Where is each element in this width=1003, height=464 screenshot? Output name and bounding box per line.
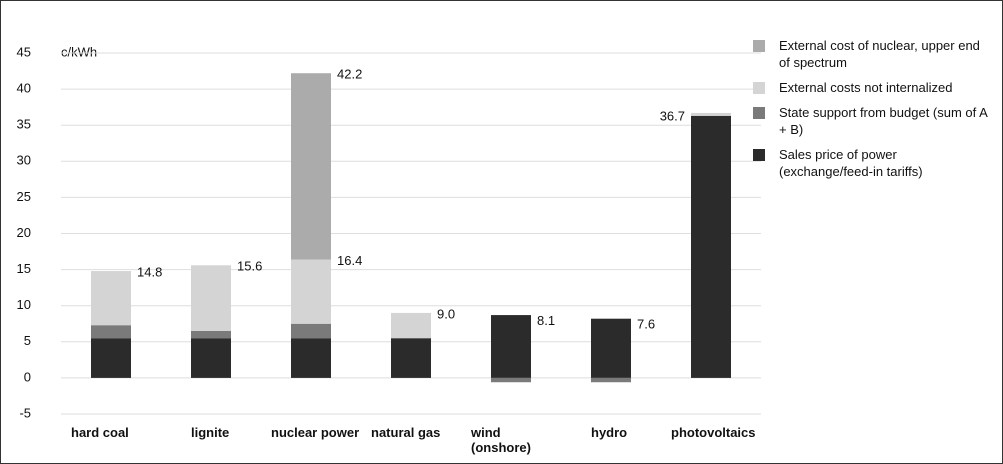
bar-segment [191,338,231,378]
legend-label: Sales price of power (exchange/feed-in t… [779,147,923,179]
y-tick-label: 0 [24,369,31,384]
x-tick-label: photovoltaics [671,425,756,440]
bar-segment [491,377,531,383]
bar-segment [191,330,231,339]
y-tick-label: 20 [17,225,31,240]
bar-segment [91,338,131,378]
data-label: 36.7 [660,108,685,123]
x-tick-label: nuclear power [271,425,360,440]
x-tick-label: wind (onshore) [471,425,531,455]
bar-segment [391,312,431,339]
data-label: 16.4 [337,253,362,268]
bar-segment [91,325,131,339]
y-tick-label: -5 [19,405,31,420]
y-tick-label: 25 [17,189,31,204]
data-label: 9.0 [437,306,455,321]
bar-segment [191,265,231,331]
y-tick-label: 30 [17,153,31,168]
bar-segment [691,115,731,378]
bar-segment [291,259,331,324]
legend-swatch [753,149,765,161]
legend-item: Sales price of power (exchange/feed-in t… [753,146,993,180]
x-tick-label: hydro [591,425,628,440]
legend-label: External cost of nuclear, upper end of s… [779,38,980,70]
bar-segment [291,323,331,339]
bar-segment [691,112,731,116]
y-tick-label: 5 [24,333,31,348]
data-label: 7.6 [637,316,655,331]
data-label: 15.6 [237,259,262,274]
data-label: 14.8 [137,264,162,279]
y-tick-label: 35 [17,117,31,132]
bar-segment [91,271,131,326]
bar-segment [391,338,431,378]
bar-segment [591,377,631,383]
bar-segment [291,338,331,378]
legend-item: State support from budget (sum of A + B) [753,104,993,138]
legend-item: External cost of nuclear, upper end of s… [753,37,993,71]
y-tick-label: 40 [17,81,31,96]
legend: External cost of nuclear, upper end of s… [753,37,993,188]
legend-label: State support from budget (sum of A + B) [779,105,988,137]
legend-swatch [753,82,765,94]
legend-label: External costs not internalized [779,80,953,95]
y-axis-label: c/kWh [61,44,97,59]
bar-segment [491,315,531,378]
y-tick-label: 45 [17,44,31,59]
legend-swatch [753,40,765,52]
data-label: 8.1 [537,313,555,328]
y-tick-label: 10 [17,297,31,312]
y-tick-label: 15 [17,261,31,276]
legend-swatch [753,107,765,119]
legend-item: External costs not internalized [753,79,993,96]
x-tick-label: lignite [191,425,230,440]
bar-segment [591,318,631,378]
x-tick-label: natural gas [371,425,441,440]
x-tick-label: hard coal [71,425,129,440]
bar-segment [291,73,331,260]
data-label: 42.2 [337,67,362,82]
